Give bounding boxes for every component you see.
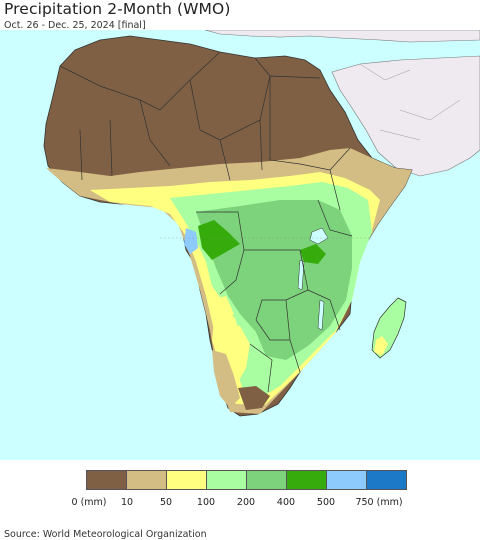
legend-swatch-0-10	[87, 471, 127, 489]
africa-precipitation-map	[0, 30, 480, 460]
source-credit: Source: World Meteorological Organizatio…	[4, 529, 207, 540]
legend-label-50: 50	[159, 497, 173, 508]
map-subtitle: Oct. 26 - Dec. 25, 2024 [final]	[4, 20, 146, 31]
legend-swatch-500-750	[327, 471, 367, 489]
lake-tanganyika	[297, 259, 305, 291]
legend-swatch-750-plus	[367, 471, 406, 489]
map-title: Precipitation 2-Month (WMO)	[4, 0, 231, 18]
legend-label-400: 400	[276, 497, 296, 508]
legend-label-200: 200	[236, 497, 256, 508]
lake-victoria	[309, 227, 329, 245]
legend-label-0: 0 (mm)	[71, 497, 107, 508]
legend-label-100: 100	[196, 497, 216, 508]
legend-swatch-400-500	[287, 471, 327, 489]
legend-tick-labels: 0 (mm) 10 50 100 200 400 500 750 (mm)	[0, 497, 480, 511]
legend-swatch-100-200	[207, 471, 247, 489]
country-borders	[59, 51, 353, 393]
angola-yellow	[210, 296, 234, 320]
lake-malawi	[317, 299, 325, 331]
legend-label-750: 750 (mm)	[355, 497, 403, 508]
blue-coastal-patch	[184, 228, 198, 254]
legend-swatch-200-400	[247, 471, 287, 489]
dark-green-patch-west	[198, 220, 240, 260]
legend-swatch-50-100	[167, 471, 207, 489]
legend-label-500: 500	[316, 497, 336, 508]
karoo-brown	[238, 386, 270, 410]
europe-landmass	[204, 30, 480, 43]
legend-label-10: 10	[120, 497, 134, 508]
legend-swatch-10-50	[127, 471, 167, 489]
dark-green-patch-east	[300, 244, 326, 264]
namibia-tan	[212, 350, 240, 408]
precip-legend-bar	[86, 470, 407, 490]
arabian-peninsula	[331, 55, 480, 177]
